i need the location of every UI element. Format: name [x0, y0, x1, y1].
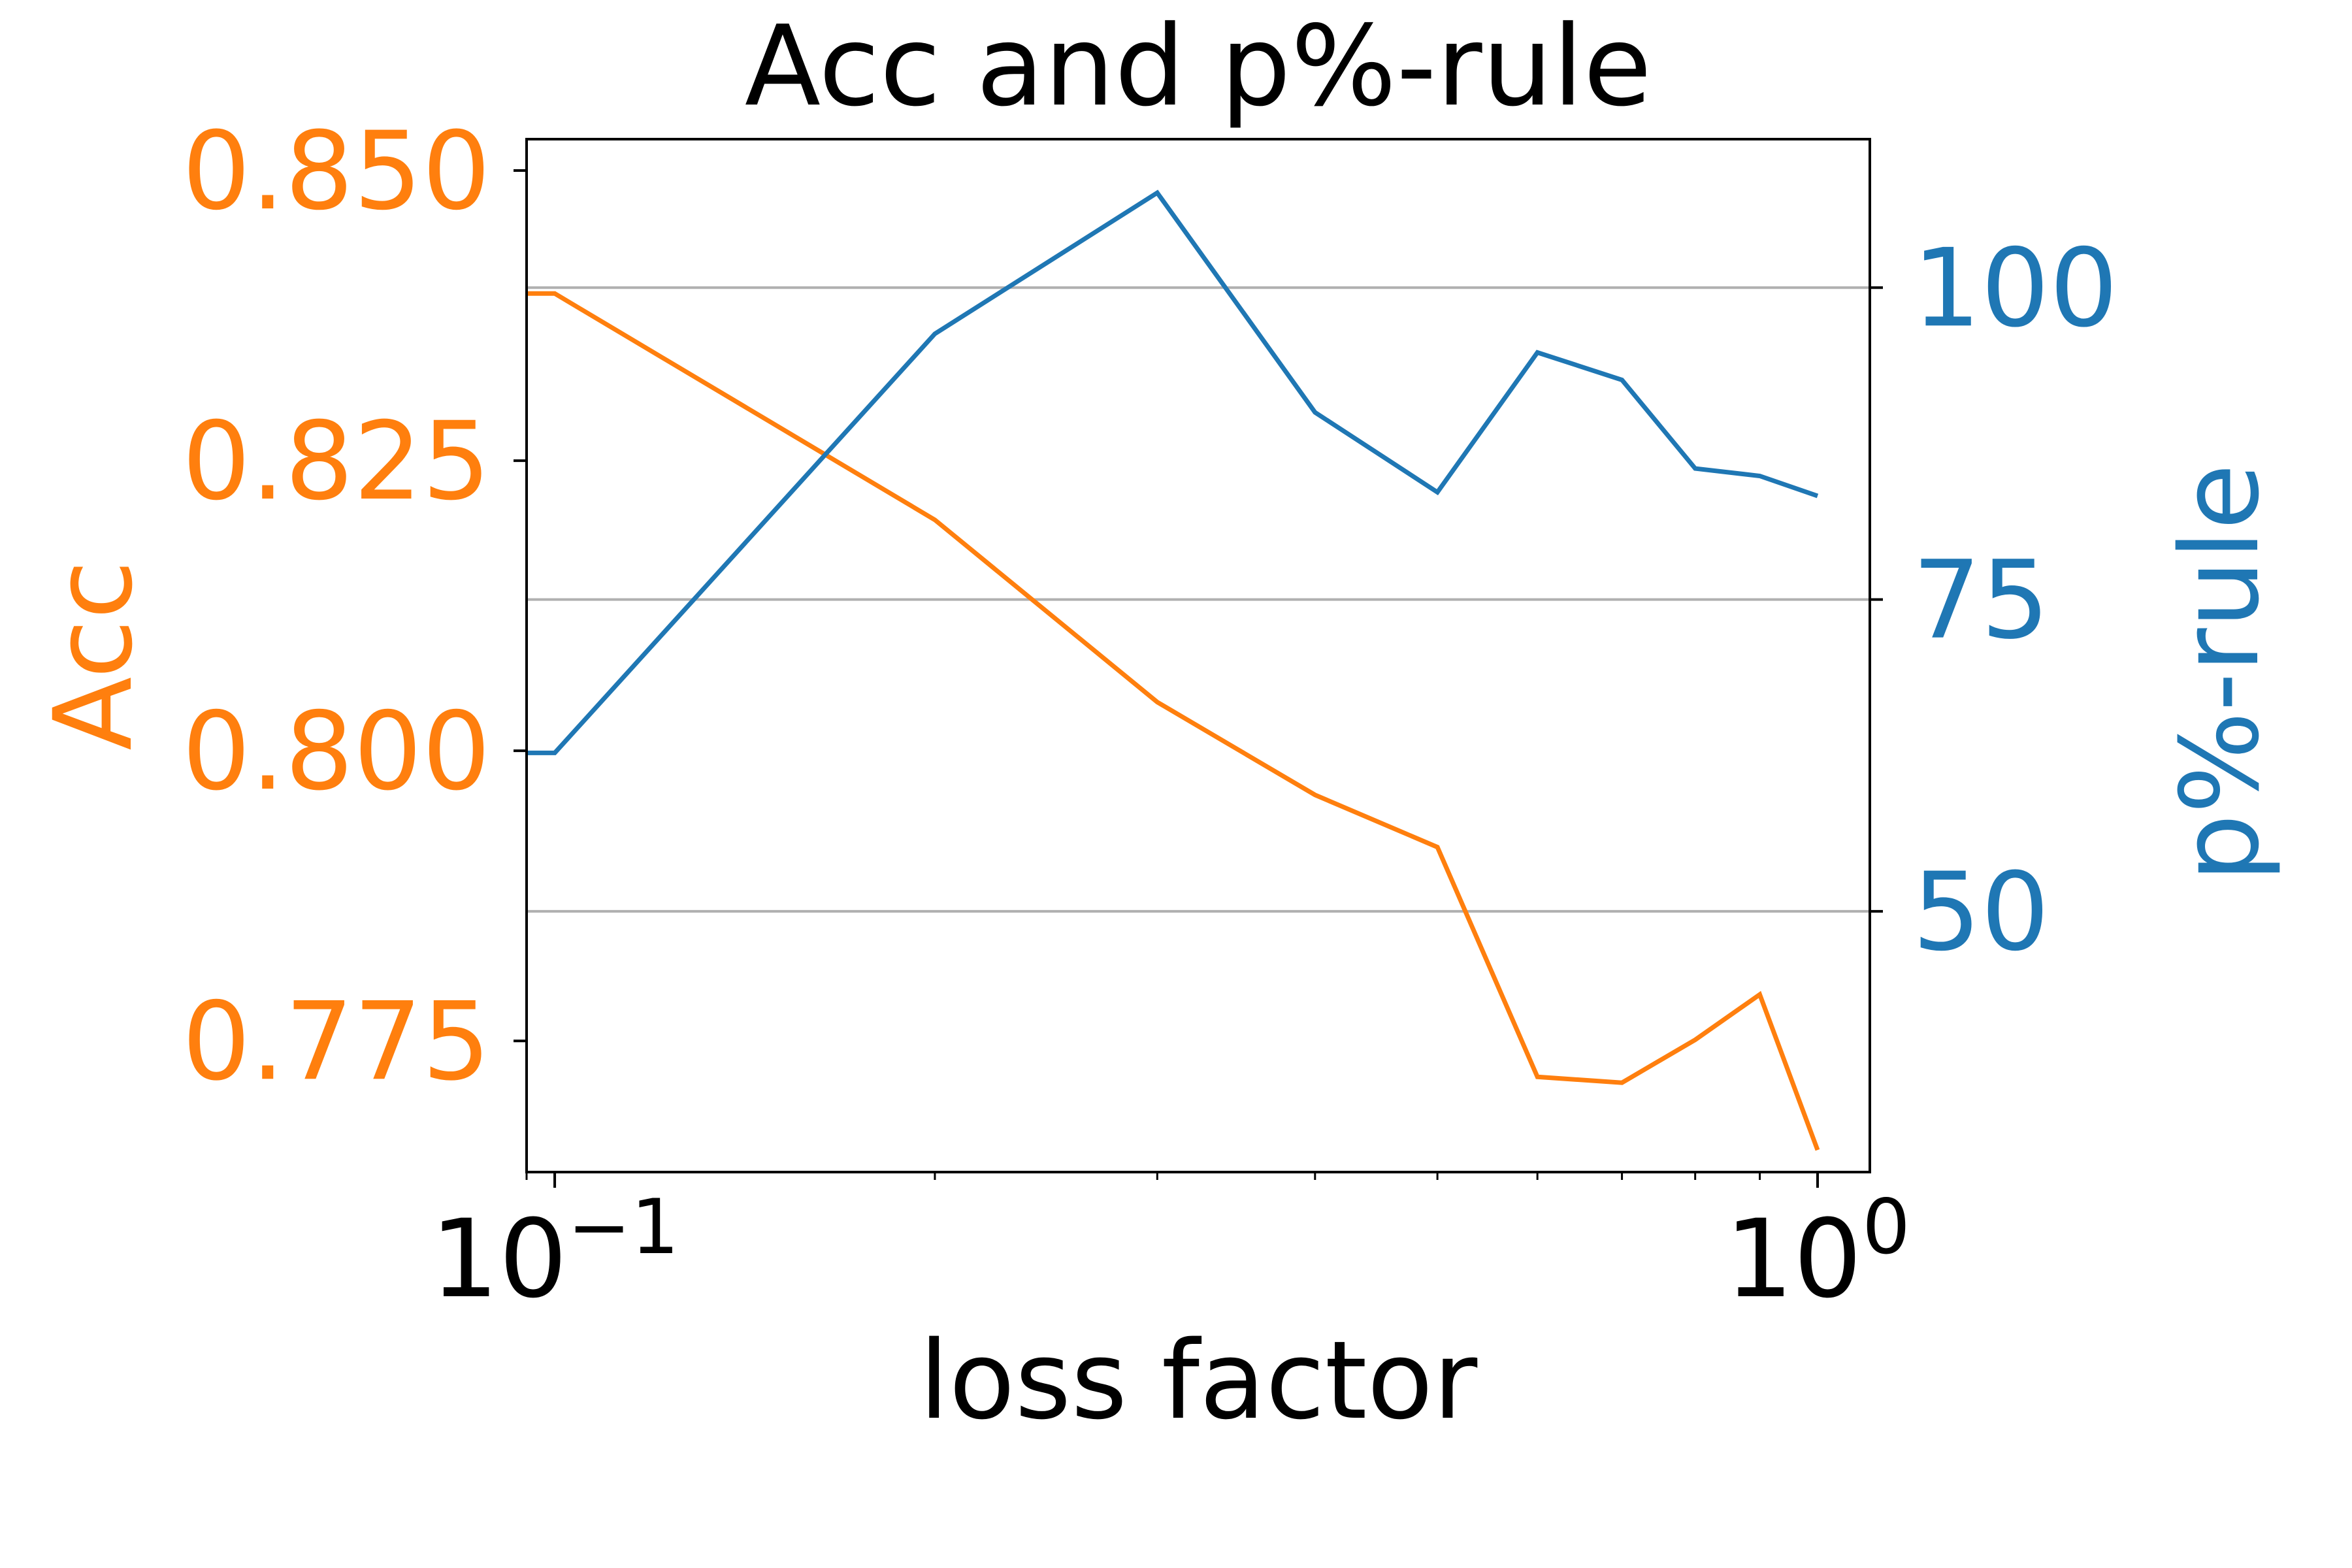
right-tick-label-1: 75	[1912, 538, 2050, 663]
series-line-acc	[527, 291, 1820, 1151]
left-tick-label-2: 0.825	[182, 399, 491, 524]
right-tick-label-2: 100	[1912, 225, 2118, 351]
left-tick-label-0: 0.775	[182, 979, 491, 1104]
x-axis-label: loss factor	[919, 1318, 1478, 1443]
plot-frame	[525, 138, 1871, 1173]
x-tick-label-0: 10−1	[431, 1183, 679, 1322]
left-axis-label: Acc	[31, 560, 156, 750]
axis-layer: 0.775 0.800 0.825 0.850 50 75 100 10−1 100	[182, 108, 2118, 1322]
grid-layer	[527, 286, 1870, 913]
series-layer	[527, 189, 1820, 1151]
left-tick-label-3: 0.850	[182, 108, 491, 234]
x-tick-label-1: 100	[1725, 1183, 1910, 1322]
series-line-p-rule	[527, 189, 1819, 755]
right-tick-label-0: 50	[1912, 849, 2050, 975]
chart-title: Acc and p%-rule	[745, 2, 1652, 131]
left-tick-label-1: 0.800	[182, 689, 491, 814]
right-axis-label: p%-rule	[2157, 464, 2283, 883]
